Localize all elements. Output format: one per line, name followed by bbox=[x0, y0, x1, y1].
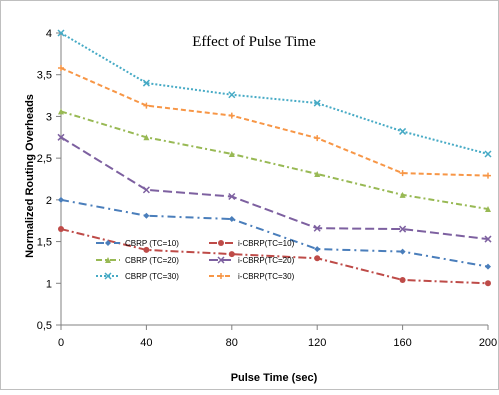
legend-item: CBRP (TC=10) bbox=[96, 239, 179, 248]
data-point bbox=[228, 251, 235, 258]
x-tick-label: 160 bbox=[393, 337, 411, 349]
legend-label: i-CBRP(TC=20) bbox=[238, 256, 295, 265]
x-tick-label: 0 bbox=[58, 337, 64, 349]
data-point bbox=[228, 91, 236, 99]
legend-marker bbox=[218, 240, 224, 246]
legend-marker bbox=[105, 240, 111, 246]
data-point bbox=[399, 191, 406, 198]
data-point bbox=[58, 196, 64, 203]
data-point bbox=[485, 172, 491, 179]
data-point bbox=[58, 65, 64, 72]
chart-title: Effect of Pulse Time bbox=[192, 34, 316, 50]
data-point bbox=[314, 255, 321, 262]
legend-item: i-CBRP(TC=20) bbox=[209, 256, 295, 265]
data-point bbox=[228, 192, 236, 201]
series-4 bbox=[57, 29, 492, 158]
y-tick-label: 1,5 bbox=[37, 237, 52, 249]
x-tick-label: 200 bbox=[479, 337, 497, 349]
series-line bbox=[60, 110, 489, 211]
x-tick-label: 40 bbox=[140, 337, 152, 349]
legend-label: i-CBRP(TC=30) bbox=[238, 272, 295, 281]
y-tick-label: 1 bbox=[46, 278, 52, 290]
series-5 bbox=[58, 65, 491, 179]
legend-item: CBRP (TC=30) bbox=[96, 272, 179, 281]
legend-item: CBRP (TC=20) bbox=[96, 256, 179, 265]
data-point bbox=[399, 170, 406, 177]
data-point bbox=[143, 134, 150, 141]
series-3 bbox=[57, 133, 492, 243]
y-tick-label: 2 bbox=[46, 195, 52, 207]
data-point bbox=[314, 135, 321, 142]
data-point bbox=[57, 29, 65, 37]
data-point bbox=[485, 280, 491, 287]
y-axis-title: Normalized Routing Overheads bbox=[24, 94, 36, 258]
data-point bbox=[314, 246, 321, 253]
series-line bbox=[60, 32, 489, 155]
data-point bbox=[228, 112, 235, 119]
data-point bbox=[58, 226, 64, 233]
data-point bbox=[143, 102, 150, 109]
data-point bbox=[313, 99, 321, 107]
data-point bbox=[313, 224, 321, 232]
legend-marker bbox=[105, 257, 111, 263]
x-tick-label: 80 bbox=[226, 337, 238, 349]
data-point bbox=[228, 216, 235, 223]
legend-label: CBRP (TC=10) bbox=[125, 239, 179, 248]
data-point bbox=[58, 108, 64, 115]
data-point bbox=[399, 248, 406, 255]
y-tick-label: 3 bbox=[46, 111, 52, 123]
data-point bbox=[485, 263, 491, 270]
series-2 bbox=[58, 108, 491, 213]
data-point bbox=[484, 150, 492, 158]
data-point bbox=[399, 225, 407, 233]
legend-item: i-CBRP(TC=10) bbox=[209, 239, 295, 248]
legend-label: i-CBRP(TC=10) bbox=[238, 239, 295, 248]
y-tick-label: 2,5 bbox=[37, 153, 52, 165]
data-point bbox=[399, 127, 407, 135]
data-point bbox=[142, 186, 150, 194]
legend-marker bbox=[104, 272, 112, 280]
data-point bbox=[314, 170, 321, 177]
y-tick-label: 3,5 bbox=[37, 70, 52, 82]
data-point bbox=[485, 206, 491, 213]
data-point bbox=[484, 235, 492, 243]
legend-marker bbox=[218, 273, 224, 279]
legend-label: CBRP (TC=20) bbox=[125, 256, 179, 265]
x-tick-label: 120 bbox=[308, 337, 326, 349]
data-point bbox=[57, 133, 65, 141]
y-tick-label: 4 bbox=[46, 28, 52, 40]
data-point bbox=[142, 79, 150, 87]
series-line bbox=[60, 198, 489, 268]
series-0 bbox=[58, 196, 491, 270]
y-tick-label: 0,5 bbox=[37, 320, 52, 332]
legend-marker bbox=[217, 256, 225, 264]
legend-item: i-CBRP(TC=30) bbox=[209, 272, 295, 281]
series-1 bbox=[58, 226, 491, 287]
data-point bbox=[143, 246, 150, 253]
series-line bbox=[60, 136, 489, 241]
x-axis-title: Pulse Time (sec) bbox=[231, 372, 318, 384]
data-point bbox=[143, 212, 150, 219]
data-point bbox=[399, 276, 406, 283]
data-point bbox=[228, 150, 235, 157]
legend-label: CBRP (TC=30) bbox=[125, 272, 179, 281]
